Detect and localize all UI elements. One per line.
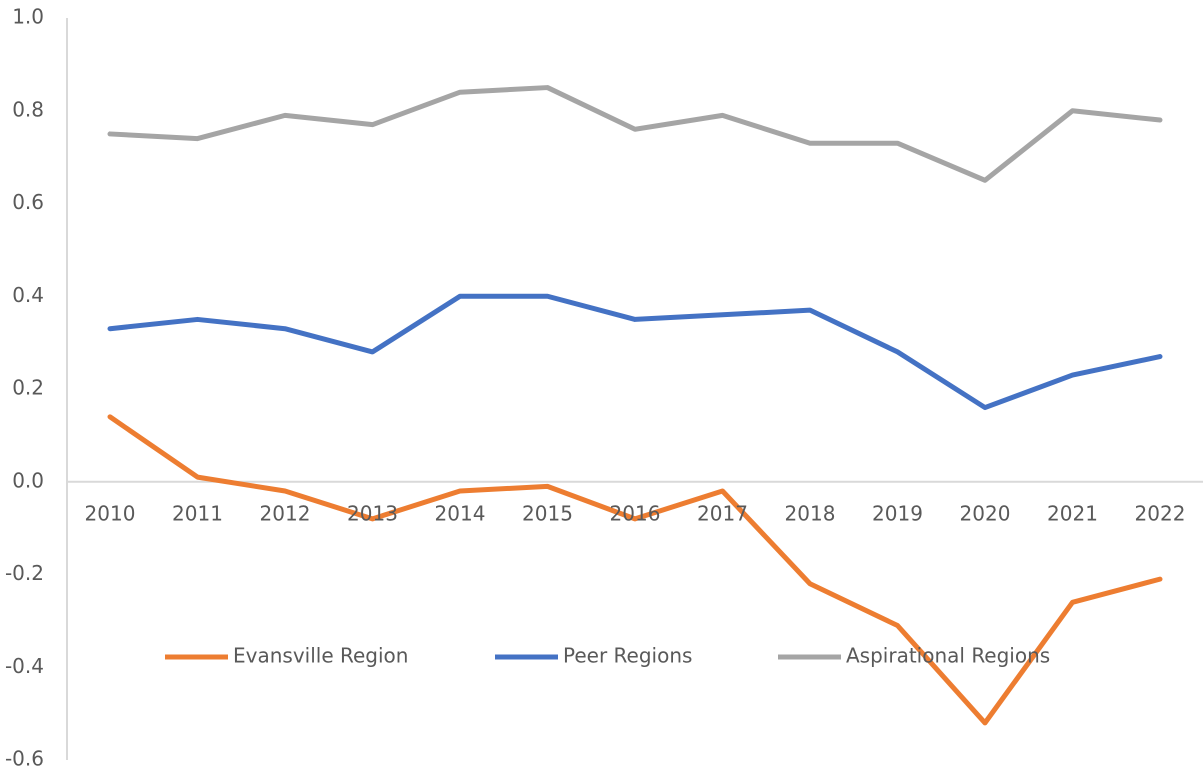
x-tick-label: 2021	[1047, 501, 1098, 525]
x-tick-label: 2012	[260, 501, 311, 525]
x-tick-label: 2013	[347, 501, 398, 525]
y-tick-label: -0.4	[5, 654, 44, 678]
series-line	[107, 414, 1163, 726]
x-tick-label: 2011	[172, 501, 223, 525]
x-tick-label: 2020	[960, 501, 1011, 525]
x-tick-label: 2019	[872, 501, 923, 525]
x-tick-label: 2010	[85, 501, 136, 525]
x-tick-label: 2016	[610, 501, 661, 525]
y-tick-label: 1.0	[12, 5, 44, 29]
y-tick-label: 0.4	[12, 283, 44, 307]
series-line	[107, 85, 1163, 183]
legend-label: Aspirational Regions	[846, 644, 1050, 668]
y-tick-label: 0.0	[12, 468, 44, 492]
x-tick-label: 2017	[697, 501, 748, 525]
x-tick-label: 2022	[1135, 501, 1186, 525]
y-tick-label: -0.6	[5, 747, 44, 771]
y-tick-label: 0.8	[12, 97, 44, 121]
x-tick-label: 2015	[522, 501, 573, 525]
y-tick-label: 0.2	[12, 376, 44, 400]
y-tick-label: 0.6	[12, 190, 44, 214]
x-tick-label: 2014	[435, 501, 486, 525]
legend-label: Peer Regions	[563, 644, 692, 668]
y-tick-label: -0.2	[5, 561, 44, 585]
series-line	[107, 293, 1163, 411]
legend-label: Evansville Region	[233, 644, 408, 668]
x-tick-label: 2018	[785, 501, 836, 525]
